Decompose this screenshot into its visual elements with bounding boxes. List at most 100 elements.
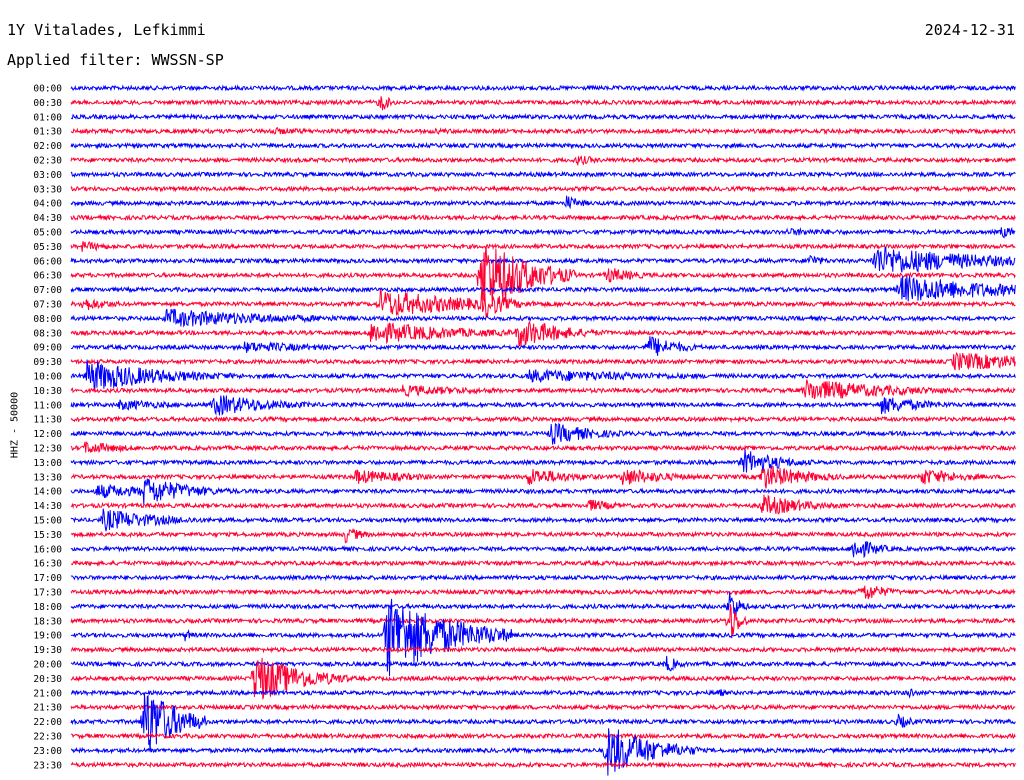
trace-1700 — [70, 573, 1016, 582]
trace-0900 — [70, 336, 1016, 356]
trace-1600 — [70, 540, 1016, 559]
row-time-label: 04:30 — [33, 213, 62, 224]
trace-1530 — [70, 528, 1016, 544]
row-time-label: 18:30 — [33, 616, 62, 627]
row-time-label: 06:00 — [33, 256, 62, 267]
row-time-label: 20:00 — [33, 660, 62, 671]
trace-2200 — [70, 692, 1016, 753]
row-time-label: 13:00 — [33, 458, 62, 469]
date-label: 2024-12-31 — [924, 21, 1015, 39]
trace-2130 — [70, 703, 1016, 712]
row-time-label: 17:00 — [33, 573, 62, 584]
row-time-label: 23:30 — [33, 760, 62, 771]
row-time-label: 10:00 — [33, 372, 62, 383]
row-time-label: 03:00 — [33, 170, 62, 181]
trace-1130 — [70, 415, 1016, 424]
row-time-label: 10:30 — [33, 386, 62, 397]
row-time-label: 02:00 — [33, 141, 62, 152]
row-time-label: 14:00 — [33, 487, 62, 498]
trace-0230 — [70, 155, 1016, 166]
row-time-label: 21:00 — [33, 688, 62, 699]
trace-0130 — [70, 127, 1016, 136]
trace-1800 — [70, 591, 1016, 616]
trace-0030 — [70, 96, 1016, 111]
row-time-label: 19:30 — [33, 645, 62, 656]
trace-1730 — [70, 585, 1016, 600]
row-time-label: 01:00 — [33, 112, 62, 123]
row-time-label: 19:00 — [33, 631, 62, 642]
row-time-label: 07:30 — [33, 300, 62, 311]
row-time-label: 08:30 — [33, 328, 62, 339]
row-time-label: 00:30 — [33, 98, 62, 109]
row-time-label: 22:30 — [33, 732, 62, 743]
row-time-label: 09:00 — [33, 343, 62, 354]
trace-2300 — [70, 728, 1016, 776]
row-time-label: 20:30 — [33, 674, 62, 685]
row-time-label: 11:00 — [33, 400, 62, 411]
trace-1900 — [70, 598, 1016, 676]
trace-1100 — [70, 395, 1016, 416]
trace-1430 — [70, 494, 1016, 515]
row-time-label: 22:00 — [33, 717, 62, 728]
trace-0530 — [70, 240, 1016, 252]
trace-1400 — [70, 478, 1016, 505]
row-time-label: 16:30 — [33, 559, 62, 570]
row-time-label: 08:00 — [33, 314, 62, 325]
trace-0430 — [70, 213, 1016, 222]
row-time-label: 02:30 — [33, 156, 62, 167]
trace-1300 — [70, 449, 1016, 473]
trace-0700 — [70, 276, 1016, 302]
trace-0930 — [70, 352, 1016, 371]
station-title: 1Y Vitalades, Lefkimmi — [7, 21, 206, 39]
trace-0200 — [70, 141, 1016, 150]
trace-0500 — [70, 226, 1016, 239]
trace-1630 — [70, 559, 1016, 568]
row-time-label: 17:30 — [33, 588, 62, 599]
row-time-label: 07:00 — [33, 285, 62, 296]
trace-1200 — [70, 422, 1016, 445]
trace-1030 — [70, 379, 1016, 400]
row-time-label: 15:30 — [33, 530, 62, 541]
row-time-label: 13:30 — [33, 472, 62, 483]
trace-1000 — [70, 359, 1016, 390]
trace-1930 — [70, 645, 1016, 654]
trace-2230 — [70, 732, 1016, 740]
trace-2100 — [70, 688, 1016, 699]
row-time-label: 01:30 — [33, 127, 62, 138]
row-time-label: 00:00 — [33, 84, 62, 95]
trace-1830 — [70, 604, 1016, 639]
filter-label: Applied filter: WWSSN-SP — [7, 51, 224, 69]
row-time-label: 16:00 — [33, 544, 62, 555]
row-time-label: 21:30 — [33, 703, 62, 714]
row-time-label: 03:30 — [33, 184, 62, 195]
row-time-label: 05:30 — [33, 242, 62, 253]
trace-0400 — [70, 195, 1016, 210]
trace-0800 — [70, 308, 1016, 328]
row-time-label: 18:00 — [33, 602, 62, 613]
row-time-label: 09:30 — [33, 357, 62, 368]
row-time-label: 12:00 — [33, 429, 62, 440]
trace-0730 — [70, 287, 1016, 318]
trace-0630 — [70, 246, 1016, 307]
row-time-label: 14:30 — [33, 501, 62, 512]
trace-2000 — [70, 655, 1016, 672]
trace-1500 — [70, 508, 1016, 532]
row-time-label: 11:30 — [33, 415, 62, 426]
trace-0330 — [70, 184, 1016, 193]
trace-2330 — [70, 760, 1016, 769]
trace-0300 — [70, 170, 1016, 179]
trace-1330 — [70, 466, 1016, 489]
row-time-label: 05:00 — [33, 228, 62, 239]
trace-0600 — [70, 246, 1016, 273]
trace-2030 — [70, 657, 1016, 700]
trace-0830 — [70, 320, 1016, 348]
trace-1230 — [70, 441, 1016, 454]
row-time-label: 15:00 — [33, 516, 62, 527]
trace-0100 — [70, 112, 1016, 121]
row-time-label: 12:30 — [33, 444, 62, 455]
row-time-label: 04:00 — [33, 199, 62, 210]
row-time-label: 06:30 — [33, 271, 62, 282]
row-time-label: 23:00 — [33, 746, 62, 757]
trace-0000 — [70, 84, 1016, 92]
